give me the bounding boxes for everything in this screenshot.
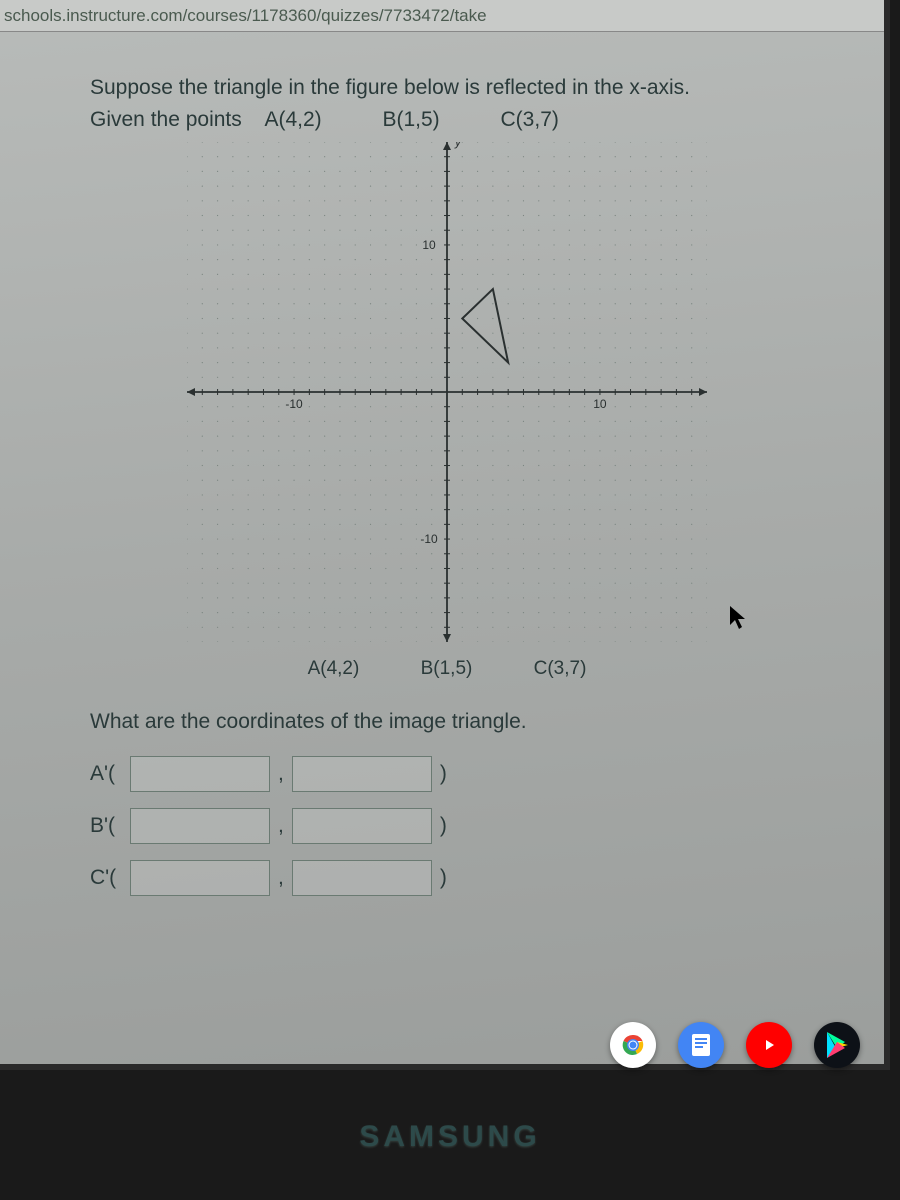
chrome-icon[interactable] <box>610 1022 656 1068</box>
caption-a: A(4,2) <box>308 658 360 679</box>
answer-label-a: A'( <box>90 762 130 786</box>
input-a-x[interactable] <box>130 756 270 792</box>
input-a-y[interactable] <box>292 756 432 792</box>
point-c: C(3,7) <box>501 108 559 131</box>
youtube-icon[interactable] <box>746 1022 792 1068</box>
answer-label-b: B'( <box>90 814 130 838</box>
answer-row-c: C'( , ) <box>90 860 804 896</box>
input-c-x[interactable] <box>130 860 270 896</box>
chromeos-shelf <box>610 1022 860 1068</box>
comma: , <box>278 866 284 890</box>
laptop-brand: SAMSUNG <box>0 1120 900 1154</box>
graph-caption: A(4,2) B(1,5) C(3,7) <box>90 658 804 680</box>
svg-text:y: y <box>454 142 462 149</box>
caption-c: C(3,7) <box>534 658 587 679</box>
svg-text:10: 10 <box>422 237 436 251</box>
answer-label-c: C'( <box>90 866 130 890</box>
given-points-row: Given the points A(4,2) B(1,5) C(3,7) <box>90 108 804 132</box>
close-paren: ) <box>440 762 447 786</box>
given-label: Given the points <box>90 108 242 131</box>
input-b-x[interactable] <box>130 808 270 844</box>
laptop-screen: schools.instructure.com/courses/1178360/… <box>0 0 890 1070</box>
caption-b: B(1,5) <box>421 658 473 679</box>
svg-text:10: 10 <box>593 397 607 411</box>
coordinate-graph: -101010-10xy <box>90 142 804 642</box>
close-paren: ) <box>440 866 447 890</box>
svg-text:-10: -10 <box>420 532 438 546</box>
point-a: A(4,2) <box>264 108 321 131</box>
svg-text:-10: -10 <box>285 397 303 411</box>
input-c-y[interactable] <box>292 860 432 896</box>
quiz-content: Suppose the triangle in the figure below… <box>0 32 884 932</box>
point-b: B(1,5) <box>382 108 439 131</box>
play-icon[interactable] <box>814 1022 860 1068</box>
answer-row-a: A'( , ) <box>90 756 804 792</box>
url-text: schools.instructure.com/courses/1178360/… <box>4 6 487 26</box>
mouse-cursor-icon <box>729 605 749 638</box>
docs-icon[interactable] <box>678 1022 724 1068</box>
input-b-y[interactable] <box>292 808 432 844</box>
comma: , <box>278 762 284 786</box>
browser-url-bar[interactable]: schools.instructure.com/courses/1178360/… <box>0 0 884 32</box>
problem-line1: Suppose the triangle in the figure below… <box>90 72 804 104</box>
question-text: What are the coordinates of the image tr… <box>90 710 804 734</box>
answer-row-b: B'( , ) <box>90 808 804 844</box>
graph-svg: -101010-10xy <box>187 142 707 642</box>
close-paren: ) <box>440 814 447 838</box>
comma: , <box>278 814 284 838</box>
